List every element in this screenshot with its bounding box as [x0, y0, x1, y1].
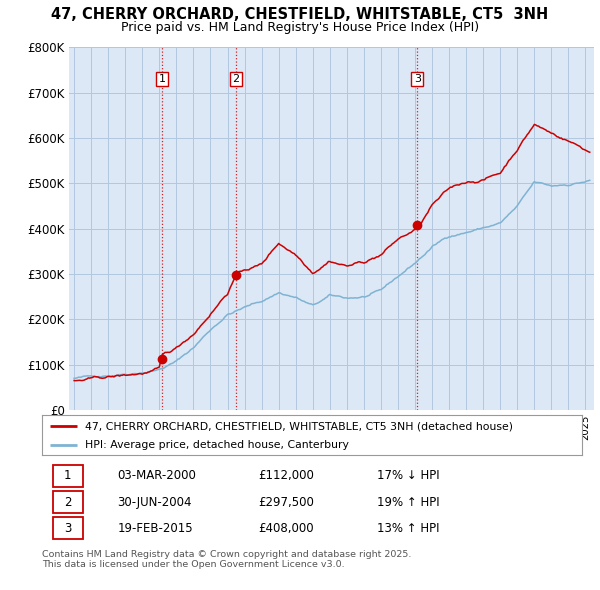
- Text: £297,500: £297,500: [258, 496, 314, 509]
- FancyBboxPatch shape: [53, 517, 83, 539]
- Text: 1: 1: [159, 74, 166, 84]
- Text: 3: 3: [64, 522, 71, 535]
- Text: 30-JUN-2004: 30-JUN-2004: [118, 496, 192, 509]
- Text: Contains HM Land Registry data © Crown copyright and database right 2025.
This d: Contains HM Land Registry data © Crown c…: [42, 550, 412, 569]
- FancyBboxPatch shape: [53, 465, 83, 487]
- Text: Price paid vs. HM Land Registry's House Price Index (HPI): Price paid vs. HM Land Registry's House …: [121, 21, 479, 34]
- Text: 47, CHERRY ORCHARD, CHESTFIELD, WHITSTABLE, CT5 3NH (detached house): 47, CHERRY ORCHARD, CHESTFIELD, WHITSTAB…: [85, 421, 513, 431]
- Text: 47, CHERRY ORCHARD, CHESTFIELD, WHITSTABLE, CT5  3NH: 47, CHERRY ORCHARD, CHESTFIELD, WHITSTAB…: [52, 7, 548, 22]
- Text: 13% ↑ HPI: 13% ↑ HPI: [377, 522, 439, 535]
- Text: 1: 1: [64, 470, 71, 483]
- Text: 19-FEB-2015: 19-FEB-2015: [118, 522, 193, 535]
- Text: HPI: Average price, detached house, Canterbury: HPI: Average price, detached house, Cant…: [85, 440, 349, 450]
- Text: 19% ↑ HPI: 19% ↑ HPI: [377, 496, 439, 509]
- Text: £408,000: £408,000: [258, 522, 314, 535]
- Text: 3: 3: [414, 74, 421, 84]
- Text: 2: 2: [232, 74, 239, 84]
- Text: 2: 2: [64, 496, 71, 509]
- Text: £112,000: £112,000: [258, 470, 314, 483]
- Text: 03-MAR-2000: 03-MAR-2000: [118, 470, 196, 483]
- Text: 17% ↓ HPI: 17% ↓ HPI: [377, 470, 439, 483]
- FancyBboxPatch shape: [53, 491, 83, 513]
